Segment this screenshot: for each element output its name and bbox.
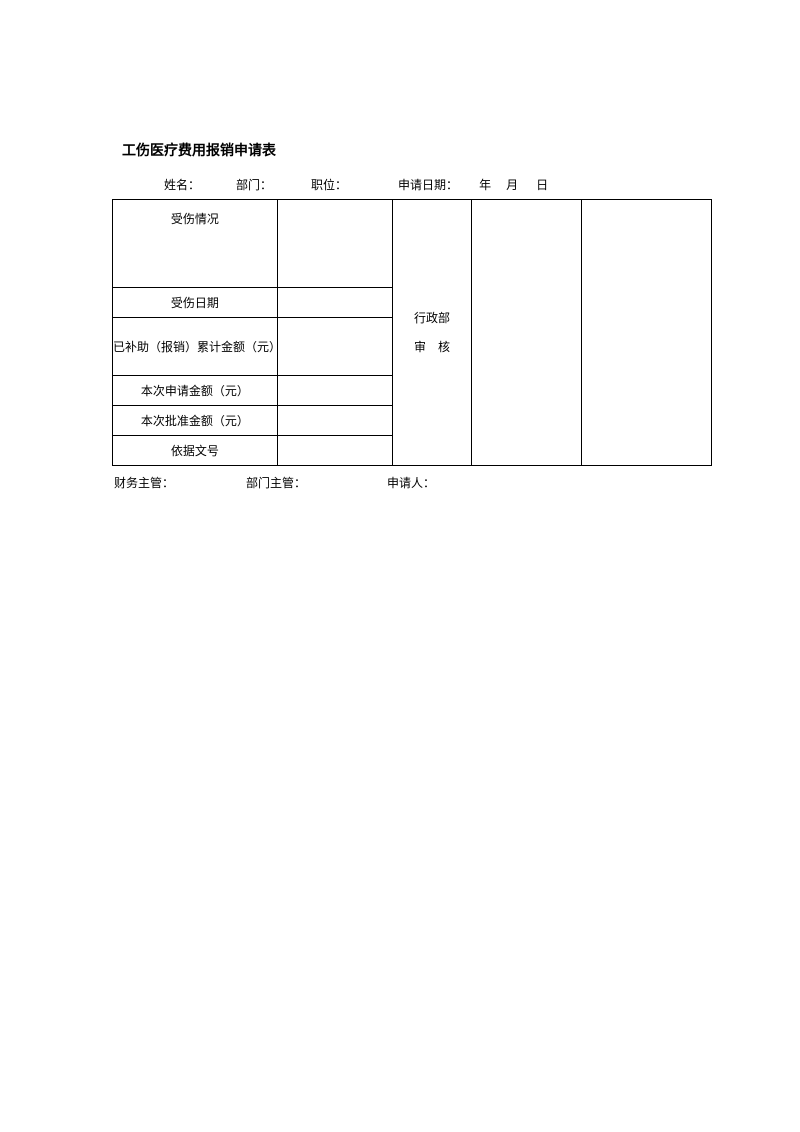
form-table: 受伤情况 行政部 审 核 受伤日期 已补助（报销）累计金额（元） 本次申请金额（…: [112, 199, 712, 466]
dept-label: 部门：: [236, 178, 272, 192]
month-label: 月: [506, 178, 518, 192]
admin-line2: 审 核: [393, 333, 472, 362]
cumulative-amount-label: 已补助（报销）累计金额（元）: [113, 318, 278, 376]
finance-supervisor-label: 财务主管：: [114, 476, 174, 490]
header-row: 姓名： 部门： 职位： 申请日期： 年 月 日: [112, 176, 800, 193]
approved-amount-value: [277, 406, 392, 436]
document-no-label: 依据文号: [113, 436, 278, 466]
admin-col4: [472, 200, 582, 466]
document-no-value: [277, 436, 392, 466]
year-label: 年: [479, 178, 491, 192]
apply-amount-value: [277, 376, 392, 406]
dept-supervisor-label: 部门主管：: [246, 476, 306, 490]
name-label: 姓名：: [164, 178, 200, 192]
footer-row: 财务主管： 部门主管： 申请人：: [112, 474, 800, 491]
cumulative-amount-value: [277, 318, 392, 376]
injury-situation-value: [277, 200, 392, 288]
injury-situation-label: 受伤情况: [113, 200, 278, 288]
injury-date-label: 受伤日期: [113, 288, 278, 318]
position-label: 职位：: [311, 178, 347, 192]
injury-date-value: [277, 288, 392, 318]
admin-line1: 行政部: [393, 304, 472, 333]
day-label: 日: [536, 178, 548, 192]
apply-amount-label: 本次申请金额（元）: [113, 376, 278, 406]
applicant-label: 申请人：: [387, 476, 435, 490]
admin-review-label: 行政部 审 核: [392, 200, 472, 466]
form-title: 工伤医疗费用报销申请表: [122, 140, 800, 160]
admin-col5: [582, 200, 712, 466]
apply-date-label: 申请日期：: [398, 178, 458, 192]
approved-amount-label: 本次批准金额（元）: [113, 406, 278, 436]
